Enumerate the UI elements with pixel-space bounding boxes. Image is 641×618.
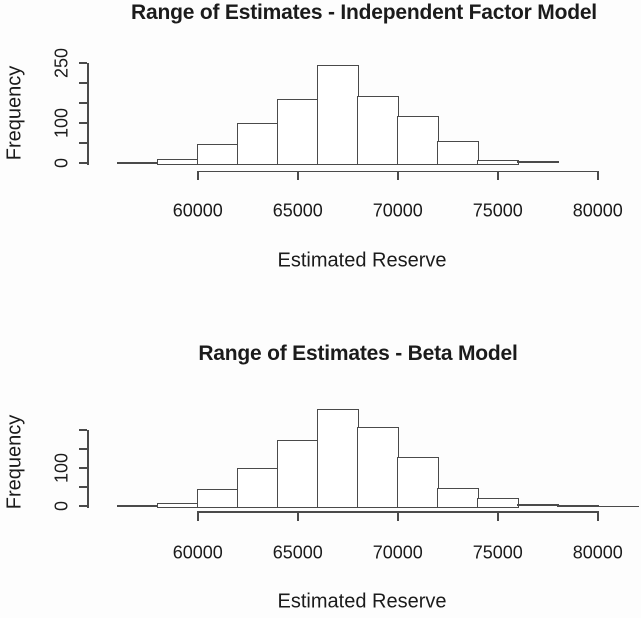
y-axis-tick — [79, 448, 88, 450]
histogram-bar — [477, 497, 519, 508]
y-axis-tick — [79, 486, 88, 488]
histogram-bar — [117, 162, 159, 164]
histogram-bar — [277, 439, 319, 508]
x-axis-tick — [197, 170, 199, 181]
x-tick-label: 75000 — [472, 200, 523, 221]
x-tick-label: 80000 — [572, 200, 623, 221]
histogram-bar — [157, 503, 199, 508]
histogram-bar — [237, 468, 279, 508]
x-axis-tick — [497, 170, 499, 181]
y-axis-tick — [79, 122, 88, 124]
x-axis-tick — [197, 511, 199, 521]
y-axis-tick — [79, 467, 88, 469]
x-tick-label: 65000 — [272, 200, 323, 221]
y-tick-label: 0 — [51, 500, 72, 512]
histogram-bar — [317, 65, 359, 165]
histogram-bar — [397, 115, 439, 165]
x-axis-title: Estimated Reserve — [277, 249, 447, 272]
y-axis-tick — [79, 142, 88, 144]
y-axis-line — [87, 430, 89, 508]
x-axis-tick — [597, 170, 599, 181]
histogram-bar — [517, 161, 559, 163]
x-tick-label: 65000 — [272, 542, 323, 563]
histogram-bar — [597, 505, 639, 508]
y-axis-line — [87, 63, 89, 165]
y-axis-tick — [79, 82, 88, 84]
histogram-bar — [357, 427, 399, 508]
x-tick-label: 60000 — [172, 542, 223, 563]
x-axis-tick — [597, 511, 599, 521]
x-axis-title: Estimated Reserve — [277, 590, 447, 613]
x-tick-label: 70000 — [372, 200, 423, 221]
chart-title: Range of Estimates - Beta Model — [198, 342, 518, 365]
y-axis-tick — [79, 102, 88, 104]
x-tick-label: 60000 — [172, 200, 223, 221]
histogram-bar — [557, 505, 599, 507]
y-axis-tick — [79, 62, 88, 64]
histogram-bar — [437, 141, 479, 165]
y-axis-tick — [79, 429, 88, 431]
histogram-bar — [117, 505, 159, 507]
y-tick-label: 100 — [51, 452, 72, 484]
y-axis-title: Frequency — [3, 414, 26, 510]
histogram-bar — [197, 488, 239, 508]
x-axis-tick — [297, 511, 299, 521]
histogram-bar — [437, 487, 479, 508]
y-axis-tick — [79, 162, 88, 164]
x-axis-tick — [397, 511, 399, 521]
x-tick-label: 70000 — [372, 542, 423, 563]
histogram-bar — [397, 457, 439, 508]
y-axis-tick — [79, 505, 88, 507]
x-tick-label: 80000 — [572, 542, 623, 563]
histogram-bar — [317, 409, 359, 508]
x-axis-tick — [397, 170, 399, 181]
chart-title: Range of Estimates - Independent Factor … — [131, 1, 597, 24]
x-tick-label: 75000 — [472, 542, 523, 563]
x-axis-tick — [497, 511, 499, 521]
histogram-bar — [517, 504, 559, 506]
x-axis-tick — [297, 170, 299, 181]
